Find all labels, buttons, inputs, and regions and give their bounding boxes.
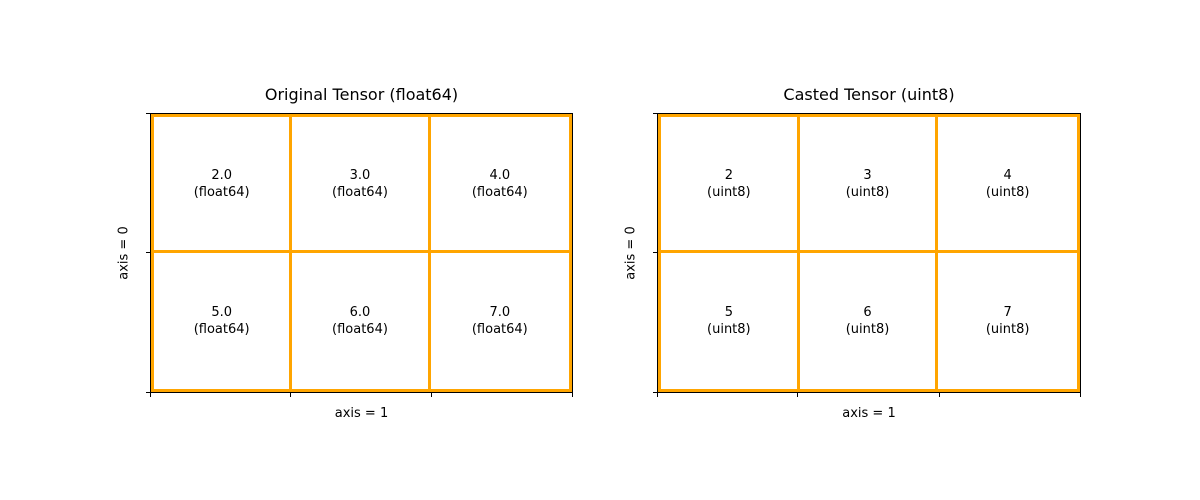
cell-value: 7.0 bbox=[489, 305, 511, 320]
tensor-cell: 5.0 (float64) bbox=[154, 253, 293, 389]
cell-value: 6.0 bbox=[349, 305, 371, 320]
cell-dtype: (float64) bbox=[332, 322, 388, 337]
cell-dtype: (uint8) bbox=[985, 184, 1030, 200]
y-axis-label: axis = 0 bbox=[116, 226, 132, 280]
tensor-grid: 2.0 (float64) 3.0 (float64) 4.0 (float64… bbox=[151, 114, 572, 392]
cell-value: 4.0 bbox=[489, 167, 511, 183]
panel-title: Casted Tensor (uint8) bbox=[783, 85, 955, 104]
tensor-cell: 4 (uint8) bbox=[938, 117, 1077, 253]
tensor-cell: 7.0 (float64) bbox=[431, 253, 569, 389]
y-axis-tick bbox=[653, 252, 657, 253]
panel-casted-tensor: Casted Tensor (uint8) 2 (uint8) 3 (uint8… bbox=[624, 85, 1081, 421]
cell-dtype: (uint8) bbox=[845, 322, 890, 337]
cell-dtype: (uint8) bbox=[707, 184, 751, 200]
y-axis-label: axis = 0 bbox=[623, 226, 639, 280]
tensor-cell: 5 (uint8) bbox=[661, 253, 800, 389]
cell-dtype: (uint8) bbox=[845, 184, 890, 200]
x-axis-tick bbox=[797, 393, 799, 397]
cell-dtype: (float64) bbox=[332, 184, 388, 200]
cell-dtype: (float64) bbox=[471, 322, 528, 337]
panel-original-tensor: Original Tensor (float64) 2.0 (float64) … bbox=[117, 85, 573, 421]
y-axis-tick bbox=[653, 392, 657, 393]
panel-title: Original Tensor (float64) bbox=[264, 85, 459, 104]
cell-dtype: (float64) bbox=[193, 322, 250, 337]
tensor-cell: 2 (uint8) bbox=[661, 117, 800, 253]
x-axis-label: axis = 1 bbox=[842, 406, 896, 421]
tensor-grid: 2 (uint8) 3 (uint8) 4 (uint8) 5 (uint8) … bbox=[658, 114, 1080, 392]
y-axis-tick bbox=[146, 113, 150, 114]
plot-area: 2.0 (float64) 3.0 (float64) 4.0 (float64… bbox=[150, 113, 573, 393]
tensor-cell: 3 (uint8) bbox=[799, 117, 939, 253]
cell-dtype: (uint8) bbox=[707, 322, 751, 337]
cell-value: 5 bbox=[724, 305, 733, 320]
tensor-cell: 6 (uint8) bbox=[800, 253, 939, 389]
cell-dtype: (uint8) bbox=[985, 322, 1030, 337]
tensor-cell: 3.0 (float64) bbox=[292, 117, 431, 253]
plot-area: 2 (uint8) 3 (uint8) 4 (uint8) 5 (uint8) … bbox=[657, 113, 1081, 393]
x-axis-tick bbox=[289, 393, 291, 397]
tensor-cell: 6.0 (float64) bbox=[292, 253, 431, 389]
cell-value: 2 bbox=[724, 167, 733, 183]
cell-value: 3 bbox=[863, 167, 872, 183]
x-axis-tick bbox=[572, 393, 573, 397]
y-axis-tick bbox=[653, 113, 657, 114]
y-axis-tick bbox=[146, 392, 150, 393]
cell-value: 3.0 bbox=[349, 167, 371, 183]
tensor-cell: 7 (uint8) bbox=[938, 253, 1077, 389]
x-axis-tick bbox=[657, 393, 658, 397]
cell-value: 5.0 bbox=[211, 305, 232, 320]
tensor-cell: 4.0 (float64) bbox=[430, 117, 569, 253]
tensor-cell: 2.0 (float64) bbox=[154, 117, 293, 253]
x-axis-label: axis = 1 bbox=[334, 406, 389, 421]
x-axis-tick bbox=[938, 393, 940, 397]
cell-dtype: (float64) bbox=[471, 184, 528, 200]
cell-value: 2.0 bbox=[211, 167, 232, 183]
cell-value: 4 bbox=[1003, 167, 1012, 183]
x-axis-tick bbox=[150, 393, 151, 397]
y-axis-tick bbox=[146, 252, 150, 253]
x-axis-tick bbox=[1080, 393, 1081, 397]
cell-value: 7 bbox=[1003, 305, 1012, 320]
cell-value: 6 bbox=[863, 305, 872, 320]
cell-dtype: (float64) bbox=[193, 184, 250, 200]
x-axis-tick bbox=[431, 393, 432, 397]
